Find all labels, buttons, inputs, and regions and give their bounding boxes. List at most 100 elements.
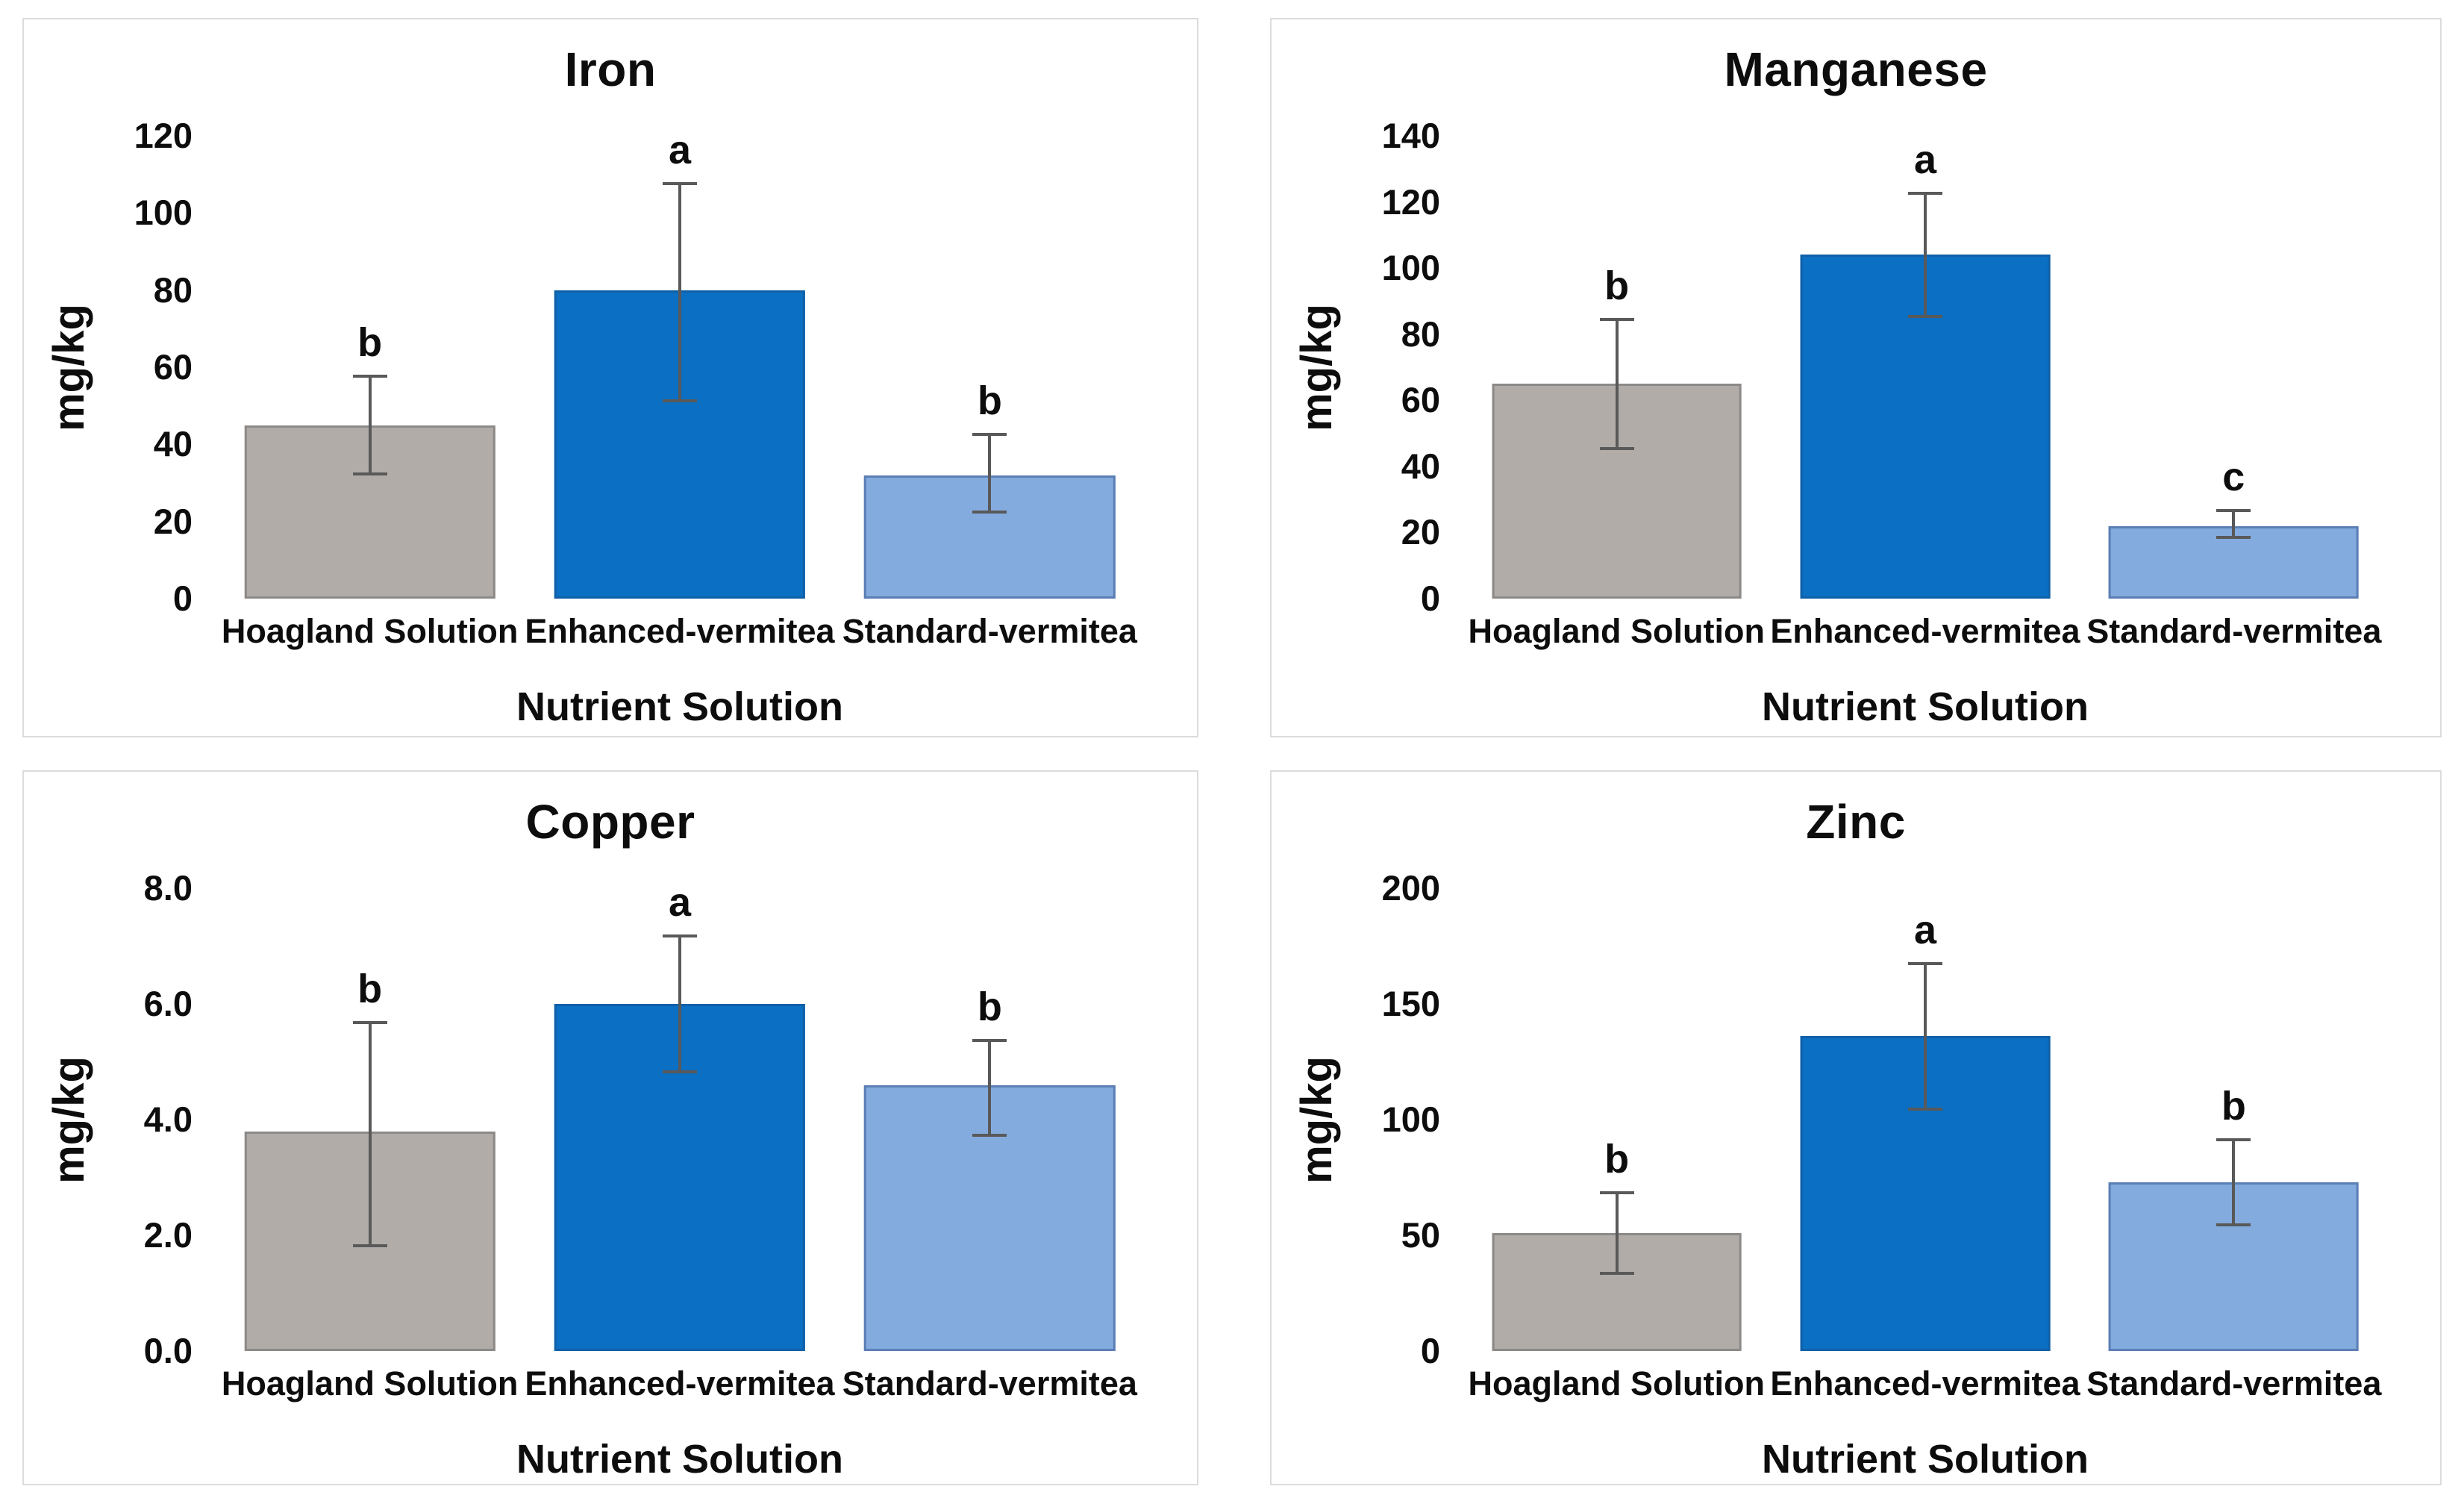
bar-slot: b bbox=[835, 888, 1145, 1351]
error-bar bbox=[1907, 962, 1942, 1111]
chart-panel-manganese: Manganese mg/kg 0 20 40 60 80 100 120 140 b a c H… bbox=[1270, 18, 2442, 737]
bar-slot: a bbox=[525, 882, 834, 1351]
category-labels: Hoagland Solution Enhanced-vermitea Standa… bbox=[215, 1364, 1145, 1403]
y-tick-label: 0 bbox=[172, 578, 193, 618]
error-bar bbox=[972, 432, 1007, 514]
chart-body: mg/kg 0 20 40 60 80 100 120 140 b a c Hoagland So… bbox=[1281, 116, 2431, 730]
plot-area: b a b bbox=[1463, 888, 2388, 1351]
error-bar-cap-bottom bbox=[1907, 314, 1942, 318]
error-bar-stem bbox=[1923, 192, 1927, 318]
y-axis-label-column: mg/kg bbox=[33, 136, 104, 599]
bar-enhanced-vermitea bbox=[1800, 255, 2051, 599]
y-axis-label: mg/kg bbox=[1292, 1055, 1341, 1184]
error-bar-stem bbox=[988, 1038, 992, 1138]
significance-letter: b bbox=[1604, 1137, 1630, 1182]
error-bar-cap-top bbox=[972, 1038, 1007, 1042]
error-bar bbox=[662, 182, 697, 402]
error-bar-cap-top bbox=[1907, 962, 1942, 966]
y-tick-label: 80 bbox=[1401, 313, 1440, 354]
y-tick-label: 0.0 bbox=[143, 1331, 193, 1370]
y-tick-label: 8.0 bbox=[143, 868, 193, 908]
chart-panel-iron: Iron mg/kg 0 20 40 60 80 100 120 b a b Hoagland … bbox=[22, 18, 1198, 737]
category-label-standard-vermitea: Standard-vermitea bbox=[2086, 612, 2382, 650]
chart-body: mg/kg 0.0 2.0 4.0 6.0 8.0 b a b Hoagland Solut… bbox=[33, 868, 1188, 1482]
error-bar bbox=[662, 934, 697, 1073]
category-label-standard-vermitea: Standard-vermitea bbox=[2086, 1364, 2382, 1402]
plot-wrap: b a b Hoagland Solution Enhanced-vermitea St… bbox=[1463, 888, 2431, 1482]
category-label-hoagland-solution: Hoagland Solution bbox=[221, 612, 519, 650]
error-bar-cap-bottom bbox=[972, 511, 1007, 514]
plot-area: b a c bbox=[1463, 136, 2388, 599]
error-bar bbox=[1599, 317, 1634, 450]
error-bar-stem bbox=[1615, 1191, 1619, 1275]
y-tick-label: 6.0 bbox=[143, 984, 193, 1023]
chart-title: Iron bbox=[564, 43, 657, 96]
significance-letter: b bbox=[357, 320, 383, 366]
bar-slot: a bbox=[1771, 136, 2079, 599]
error-bar bbox=[352, 1021, 387, 1247]
category-label-enhanced-vermitea: Enhanced-vermitea bbox=[525, 1364, 835, 1402]
plot-area: b a b bbox=[215, 882, 1145, 1351]
category-label-standard-vermitea: Standard-vermitea bbox=[842, 1364, 1137, 1402]
y-tick-label: 200 bbox=[1381, 868, 1440, 908]
y-tick-label: 120 bbox=[1381, 181, 1440, 222]
error-bar-cap-bottom bbox=[1907, 1107, 1942, 1111]
error-bar-stem bbox=[368, 1021, 372, 1247]
y-tick-label: 150 bbox=[1381, 984, 1440, 1023]
error-bar-cap-top bbox=[2216, 509, 2251, 513]
significance-letter: a bbox=[668, 128, 692, 172]
y-axis-label: mg/kg bbox=[44, 1055, 93, 1184]
chart-body: mg/kg 0 20 40 60 80 100 120 b a b Hoagland Solut… bbox=[33, 116, 1188, 730]
chart-panel-zinc: Zinc mg/kg 0 50 100 150 200 b a b Hoagland Sol… bbox=[1270, 770, 2442, 1485]
y-axis-label-column: mg/kg bbox=[1281, 888, 1352, 1351]
error-bar-cap-top bbox=[2216, 1138, 2251, 1141]
plot-wrap: b a b Hoagland Solution Enhanced-vermitea St… bbox=[215, 882, 1188, 1482]
category-label-enhanced-vermitea: Enhanced-vermitea bbox=[1770, 1364, 2080, 1402]
y-tick-label: 0 bbox=[1420, 578, 1440, 618]
error-bar-cap-bottom bbox=[972, 1134, 1007, 1138]
bar-hoagland-solution bbox=[1492, 384, 1742, 599]
category-label-hoagland-solution: Hoagland Solution bbox=[1468, 1364, 1765, 1402]
y-tick-label: 60 bbox=[1401, 380, 1440, 420]
category-label-standard-vermitea: Standard-vermitea bbox=[842, 612, 1137, 650]
y-tick-label: 100 bbox=[1381, 248, 1440, 288]
bar-slot: a bbox=[1771, 888, 2079, 1351]
significance-letter: a bbox=[668, 880, 692, 925]
error-bar-cap-bottom bbox=[2216, 536, 2251, 540]
category-label-hoagland-solution: Hoagland Solution bbox=[1468, 612, 1765, 650]
significance-letter: c bbox=[2222, 455, 2245, 500]
significance-letter: b bbox=[2221, 1083, 2246, 1129]
y-tick-label: 40 bbox=[153, 424, 193, 464]
y-axis-label: mg/kg bbox=[44, 303, 93, 431]
bar-slot: b bbox=[2080, 888, 2388, 1351]
bar-slot: b bbox=[835, 136, 1145, 599]
error-bar bbox=[1599, 1191, 1634, 1275]
y-tick-label: 60 bbox=[153, 347, 193, 387]
chart-panel-copper: Copper mg/kg 0.0 2.0 4.0 6.0 8.0 b a b Hoaglan… bbox=[22, 770, 1198, 1485]
error-bar bbox=[1907, 192, 1942, 318]
significance-letter: b bbox=[977, 984, 1002, 1029]
error-bar-cap-bottom bbox=[1599, 446, 1634, 450]
error-bar-cap-top bbox=[1907, 192, 1942, 196]
y-tick-label: 4.0 bbox=[143, 1099, 193, 1139]
bar-slot: b bbox=[1463, 136, 1771, 599]
category-label-hoagland-solution: Hoagland Solution bbox=[221, 1364, 519, 1402]
error-bar bbox=[972, 1038, 1007, 1138]
error-bar-cap-bottom bbox=[352, 1244, 387, 1247]
category-labels: Hoagland Solution Enhanced-vermitea Standa… bbox=[1463, 1364, 2388, 1403]
y-axis-ticks: 0 50 100 150 200 bbox=[1352, 868, 1463, 1370]
significance-letter: a bbox=[1913, 137, 1937, 183]
error-bar-cap-bottom bbox=[662, 399, 697, 402]
y-tick-label: 50 bbox=[1401, 1215, 1440, 1255]
y-tick-label: 120 bbox=[134, 116, 193, 155]
chart-title: Zinc bbox=[1806, 795, 1906, 849]
chart-title: Copper bbox=[525, 795, 695, 849]
significance-letter: b bbox=[1604, 263, 1630, 308]
error-bar bbox=[2216, 1138, 2251, 1226]
y-tick-label: 2.0 bbox=[143, 1215, 193, 1255]
x-axis-label: Nutrient Solution bbox=[1762, 1437, 2089, 1482]
error-bar-stem bbox=[1923, 962, 1927, 1111]
error-bar-cap-bottom bbox=[1599, 1271, 1634, 1275]
y-tick-label: 100 bbox=[134, 193, 193, 233]
